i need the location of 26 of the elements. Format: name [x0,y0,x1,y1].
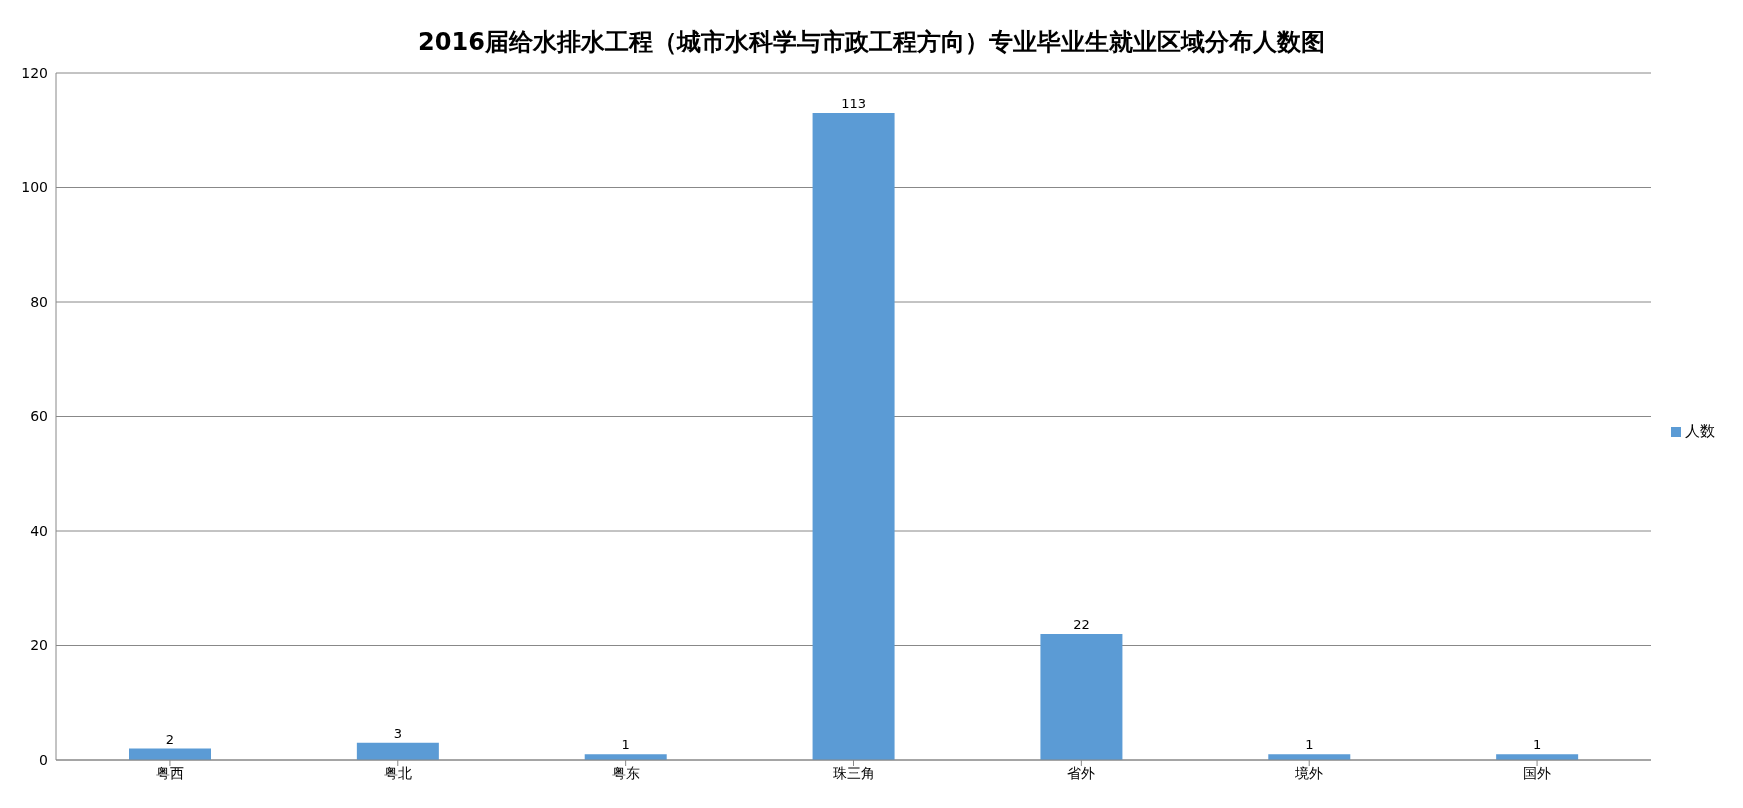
y-tick-label: 80 [30,293,48,310]
y-tick-label: 20 [30,637,48,654]
data-label: 22 [1073,617,1090,633]
bar [1040,634,1123,760]
data-label: 3 [393,725,402,741]
chart-title: 2016届给水排水工程（城市水科学与市政工程方向）专业毕业生就业区域分布人数图 [417,27,1326,58]
x-tick-label: 粤北 [383,764,412,781]
x-tick-label: 省外 [1067,764,1096,781]
y-tick-label: 40 [30,522,48,539]
x-tick-label: 粤东 [611,764,640,781]
data-label: 113 [841,96,866,112]
data-label: 1 [1533,737,1542,753]
data-label: 2 [165,731,175,747]
x-tick-label: 粤西 [155,764,184,781]
x-tick-label: 国外 [1523,764,1552,781]
y-tick-label: 100 [21,179,48,196]
bar [356,742,439,760]
bar [812,113,895,760]
y-tick-label: 60 [30,408,48,425]
y-tick-label: 120 [21,64,48,81]
x-tick-label: 珠三角 [832,764,875,781]
legend-label: 人数 [1685,422,1715,440]
data-label: 1 [1305,737,1314,753]
data-label: 1 [621,737,630,753]
x-tick-label: 境外 [1294,764,1324,781]
y-tick-label: 0 [39,751,48,768]
